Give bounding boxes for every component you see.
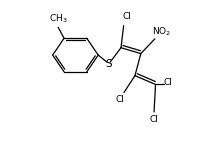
Text: S: S: [105, 59, 112, 69]
Text: Cl: Cl: [149, 115, 158, 124]
Text: NO$_2$: NO$_2$: [153, 25, 172, 38]
Text: Cl: Cl: [115, 95, 124, 104]
Text: Cl: Cl: [122, 12, 131, 21]
Text: Cl: Cl: [164, 78, 173, 87]
Text: CH$_3$: CH$_3$: [49, 13, 67, 25]
